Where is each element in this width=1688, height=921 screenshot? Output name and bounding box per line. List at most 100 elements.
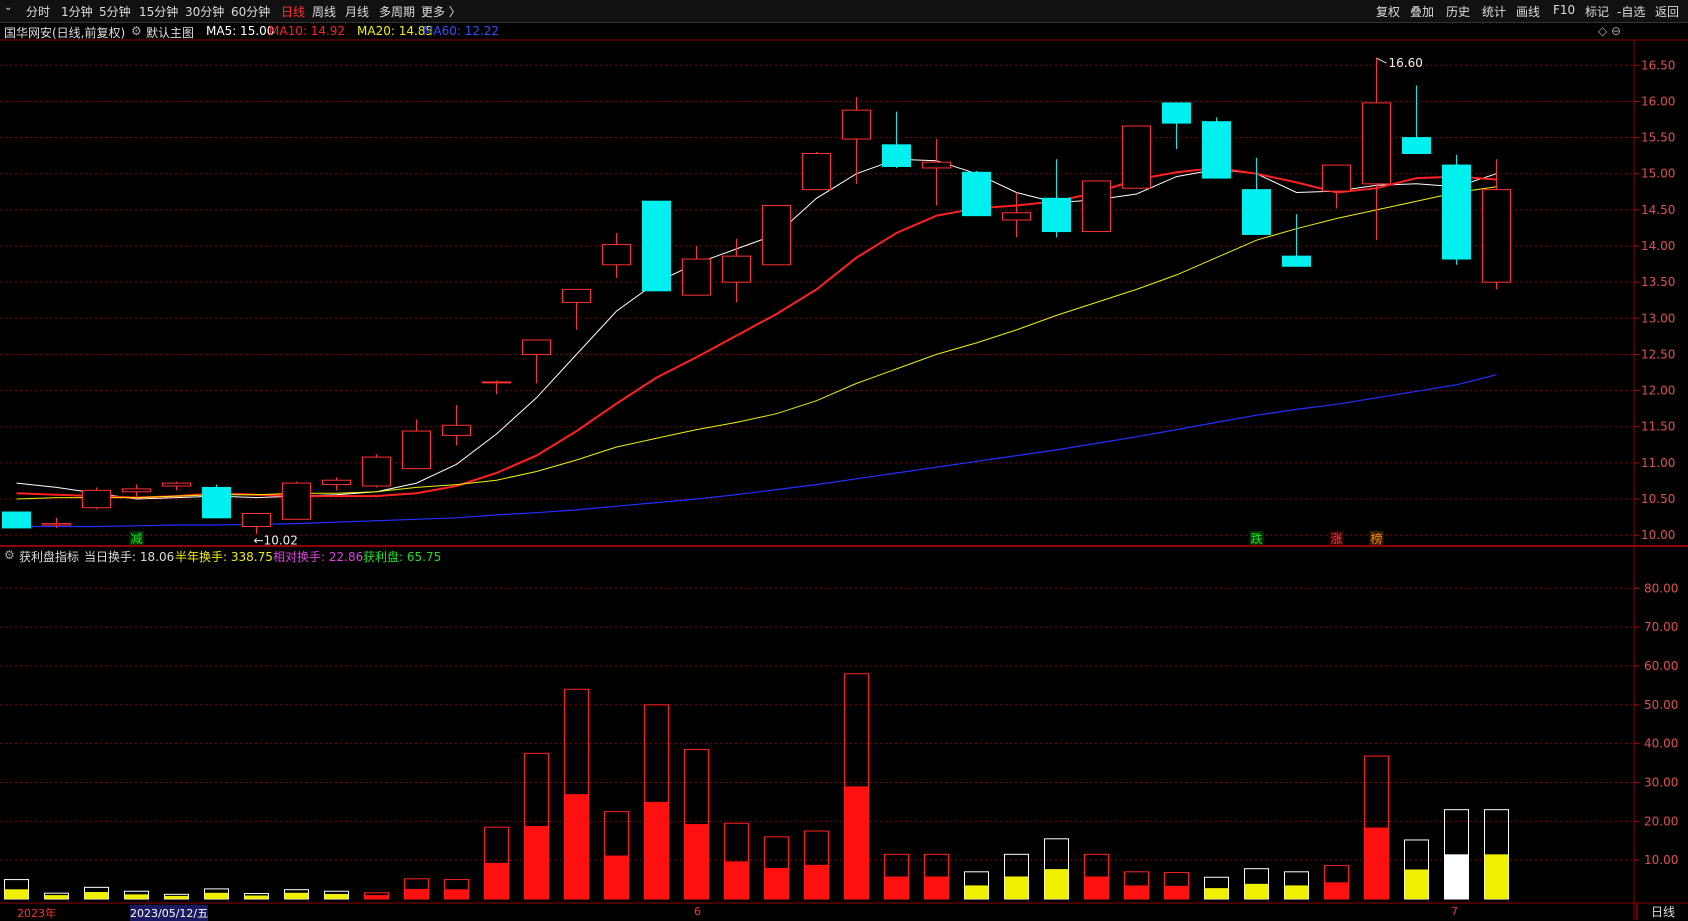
event-tag-text: 跌 <box>1250 531 1262 546</box>
toolbar-item-8[interactable]: 月线 <box>345 5 370 19</box>
indicator-bar-fill <box>204 892 229 899</box>
indicator-bar <box>1124 871 1149 900</box>
toolbar-item-7[interactable]: 周线 <box>312 5 337 19</box>
high-price-label: 16.60 <box>1389 56 1423 70</box>
indicator-bar <box>404 878 429 900</box>
toolbar-item-2[interactable]: 5分钟 <box>99 5 131 19</box>
time-label-0: 2023年 <box>17 907 56 920</box>
toolbar-item-6[interactable]: 日线 <box>281 5 306 19</box>
price-tick-label: 14.00 <box>1641 239 1675 253</box>
indicator-bar <box>124 890 149 900</box>
indicator-tick-label: 60.00 <box>1644 659 1678 673</box>
event-tag-3[interactable]: 榜 <box>1369 531 1384 546</box>
event-tag-0[interactable]: 减 <box>129 531 144 546</box>
indicator-tick-label: 40.00 <box>1644 737 1678 751</box>
ma-label-1: MA10: 14.92 <box>269 24 346 38</box>
toolbar-right-2[interactable]: 历史 <box>1446 5 1471 19</box>
indicator-value-0: 当日换手: 18.06 <box>84 550 175 564</box>
indicator-bar-fill <box>1044 869 1069 899</box>
candle-body <box>1482 189 1511 283</box>
toolbar-right-6[interactable]: 标记 <box>1585 5 1610 19</box>
toolbar-right-3[interactable]: 统计 <box>1482 5 1507 19</box>
indicator-bar-fill <box>1364 827 1389 899</box>
candle-body <box>322 479 351 486</box>
indicator-bar <box>1444 809 1469 900</box>
indicator-value-1: 半年换手: 338.75 <box>175 550 273 564</box>
indicator-bar-fill <box>124 894 149 899</box>
candle-body <box>442 424 471 436</box>
toolbar-right-5[interactable]: F10 <box>1553 3 1576 17</box>
candle-body <box>402 430 431 470</box>
event-tag-1[interactable]: 跌 <box>1249 531 1264 546</box>
indicator-bar <box>1244 868 1269 900</box>
indicator-bar <box>484 826 509 900</box>
main-chart-header: 国华网安(日线,前复权) ⚙ 默认主图 MA5: 15.00 MA10: 14.92 MA… <box>0 22 1688 40</box>
toolbar-item-4[interactable]: 30分钟 <box>185 5 225 19</box>
toolbar-item-10[interactable]: 更多 〉 <box>421 5 461 19</box>
indicator-bar-fill <box>644 801 669 899</box>
chart-corner-icons[interactable]: ◇ ⊖ <box>1598 24 1622 38</box>
window-menu-icon[interactable]: ⌄ <box>4 2 13 13</box>
candle-body <box>1082 180 1111 233</box>
price-tick-label: 12.00 <box>1641 384 1675 398</box>
candle-body <box>682 258 711 296</box>
indicator-tick-label: 30.00 <box>1644 775 1678 789</box>
candle-body <box>762 205 791 266</box>
candle <box>682 246 711 296</box>
toolbar-right-0[interactable]: 复权 <box>1376 5 1401 19</box>
candle <box>602 233 631 278</box>
candle <box>282 481 311 520</box>
candle-body <box>562 288 591 303</box>
indicator-settings-icon[interactable]: ⚙ <box>4 548 15 562</box>
price-tick-label: 12.50 <box>1641 347 1675 361</box>
indicator-bar-fill <box>284 892 309 899</box>
toolbar-item-5[interactable]: 60分钟 <box>231 5 271 19</box>
price-tick-label: 11.00 <box>1641 456 1675 470</box>
candle-body <box>1362 102 1391 185</box>
candle <box>1402 85 1431 154</box>
toolbar-item-0[interactable]: 分时 <box>26 5 51 19</box>
indicator-bar-fill <box>924 876 949 899</box>
indicator-bar-fill <box>44 895 69 899</box>
candle <box>402 419 431 470</box>
candle <box>802 152 831 191</box>
toolbar-right-7[interactable]: -自选 <box>1617 5 1646 19</box>
candle <box>122 484 151 498</box>
candle <box>1162 102 1191 150</box>
toolbar-item-1[interactable]: 1分钟 <box>61 5 93 19</box>
event-tag-2[interactable]: 涨 <box>1329 531 1344 546</box>
period-label[interactable]: 日线 <box>1636 903 1688 920</box>
candle-body <box>602 244 631 266</box>
price-tick-label: 15.00 <box>1641 167 1675 181</box>
candle <box>1042 159 1071 238</box>
event-tag-text: 涨 <box>1330 531 1342 546</box>
toolbar-item-9[interactable]: 多周期 <box>379 5 416 19</box>
indicator-bar <box>4 879 29 900</box>
toolbar-right-4[interactable]: 画线 <box>1516 5 1541 19</box>
indicator-bar-fill <box>1084 876 1109 899</box>
indicator-bar-fill <box>1284 885 1309 899</box>
chart-mode[interactable]: 默认主图 <box>146 26 195 40</box>
indicator-bar <box>644 704 669 900</box>
candle <box>1002 192 1031 238</box>
indicator-bar-fill <box>804 864 829 899</box>
indicator-bar <box>284 889 309 900</box>
candle <box>1202 117 1231 179</box>
indicator-bar-fill <box>404 888 429 899</box>
period-toolbar: 分时 1分钟 5分钟 15分钟 30分钟 60分钟 日线 周线 月线 多周期 更多 〉 复权 叠加 历史统… <box>0 0 1688 23</box>
indicator-bar-fill <box>684 824 709 899</box>
toolbar-item-3[interactable]: 15分钟 <box>139 5 179 19</box>
toolbar-right-1[interactable]: 叠加 <box>1410 5 1435 19</box>
settings-icon[interactable]: ⚙ <box>131 24 142 38</box>
candle-body <box>842 109 871 140</box>
time-label-1: 2023/05/12/五 <box>130 905 209 921</box>
ma-line-ma10 <box>16 166 1497 499</box>
indicator-bar-fill <box>524 825 549 899</box>
indicator-bar-fill <box>364 895 389 899</box>
indicator-bar <box>964 871 989 900</box>
candle-body <box>1282 255 1311 267</box>
event-tag-text: 减 <box>130 532 142 546</box>
indicator-bar <box>1004 853 1029 900</box>
toolbar-right-8[interactable]: 返回 <box>1655 5 1680 19</box>
